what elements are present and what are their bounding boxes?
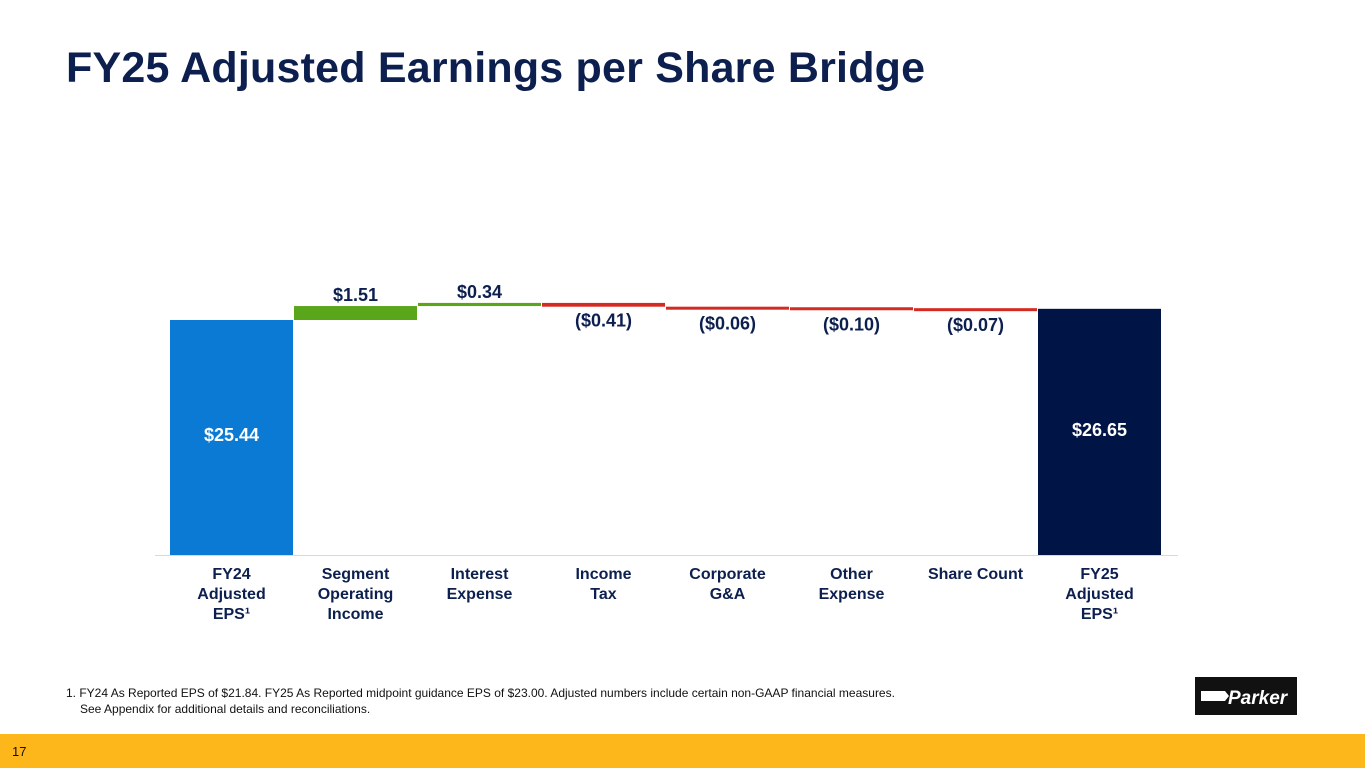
category-label: FY24 Adjusted EPS¹ [170,565,294,625]
data-label: ($0.41) [575,311,632,331]
category-label: FY25 Adjusted EPS¹ [1038,565,1162,625]
category-label-line: FY25 [1080,566,1119,583]
bar-fy24-adjusted-eps [170,320,293,555]
category-label-line: Corporate [689,566,766,583]
eps-bridge-chart: $25.44 $1.51 $0.34 ($0.41) ($0.06) ($0.10) ($0… [155,282,1178,556]
category-label-line: Adjusted [197,586,266,603]
data-label: ($0.06) [699,314,756,334]
bar-sharecount [914,308,1037,312]
category-label: Share Count [914,565,1038,585]
parker-logo: Parker [1195,677,1297,715]
footer-bar: 17 [0,734,1365,768]
bar-fy25-adjusted-eps [1038,308,1161,555]
category-label-line: Expense [818,586,885,603]
category-label-line: Income [327,606,384,623]
data-label: $0.34 [457,282,502,302]
category-label: Other Expense [790,565,914,605]
page-number: 17 [12,744,27,759]
category-label-line: Income [575,566,632,583]
category-label-line: EPS¹ [1080,606,1119,623]
bar-interest-expense [418,302,541,307]
category-label-line: Interest [450,566,509,583]
category-label-line: Expense [446,586,513,603]
category-label: Interest Expense [418,565,542,605]
footnote: 1. FY24 As Reported EPS of $21.84. FY25 … [66,685,895,717]
category-label: Income Tax [542,565,666,605]
page-title: FY25 Adjusted Earnings per Share Bridge [66,44,926,92]
parker-logo-icon: Parker [1201,688,1289,709]
category-label-line: Adjusted [1065,586,1134,603]
bar-other-expense [790,307,913,311]
data-label: $1.51 [333,285,378,305]
category-label: Segment Operating Income [294,565,418,625]
category-label-line: Tax [590,586,617,603]
data-label: $25.44 [204,425,259,445]
bar-segment-operating-income [294,306,417,320]
logo-text: Parker [1228,688,1289,709]
data-label: $26.65 [1072,420,1127,440]
data-label: ($0.10) [823,314,880,334]
footnote-line-1: 1. FY24 As Reported EPS of $21.84. FY25 … [66,686,895,700]
category-label-line: Segment [321,566,390,583]
category-label-line: FY24 [212,566,251,583]
bar-corporate-ga [666,306,789,310]
footnote-line-2: See Appendix for additional details and … [80,702,371,716]
category-label-line: EPS¹ [212,606,251,623]
category-label-line: G&A [709,586,746,603]
category-label: Corporate G&A [666,565,790,605]
category-label-line: Operating [317,586,394,603]
category-label-line: Share Count [927,566,1024,583]
category-label-line: Other [830,566,873,583]
bar-income-tax [542,302,665,307]
data-label: ($0.07) [947,315,1004,335]
